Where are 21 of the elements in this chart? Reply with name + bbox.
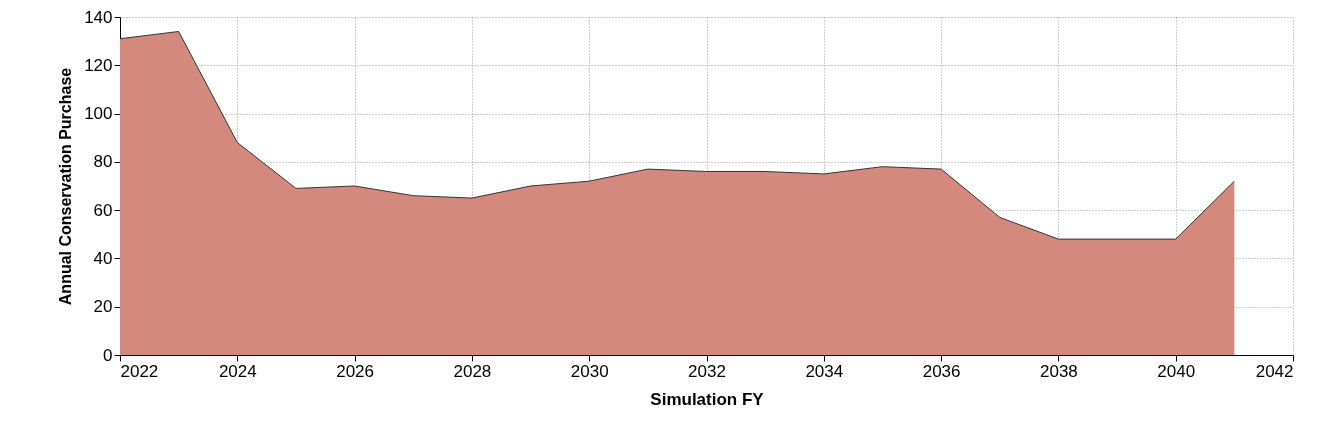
- y-tick-label: 140: [84, 7, 113, 27]
- x-tick-label: 2030: [570, 361, 609, 381]
- x-tick-label: 2040: [1157, 361, 1196, 381]
- x-tick-label: 2038: [1039, 361, 1078, 381]
- y-tick-label: 100: [84, 104, 113, 124]
- x-tick-label: 2024: [218, 361, 257, 381]
- x-tick-label: 2042: [1255, 361, 1294, 381]
- y-axis-title: Annual Conservation Purchase: [57, 67, 75, 306]
- y-tick-label: 40: [93, 248, 113, 268]
- x-tick-label: 2022: [120, 361, 159, 381]
- x-tick-label: 2034: [805, 361, 844, 381]
- x-tick-label: 2026: [336, 361, 375, 381]
- y-tick-label: 0: [103, 345, 113, 365]
- y-tick-label: 80: [93, 152, 113, 172]
- y-tick-label: 20: [93, 297, 113, 317]
- y-tick-label: 60: [93, 200, 113, 220]
- x-axis-title: Simulation FY: [650, 389, 765, 409]
- x-tick-label: 2028: [453, 361, 492, 381]
- x-tick-label: 2032: [688, 361, 726, 381]
- y-tick-label: 120: [84, 55, 113, 75]
- x-tick-label: 2036: [922, 361, 961, 381]
